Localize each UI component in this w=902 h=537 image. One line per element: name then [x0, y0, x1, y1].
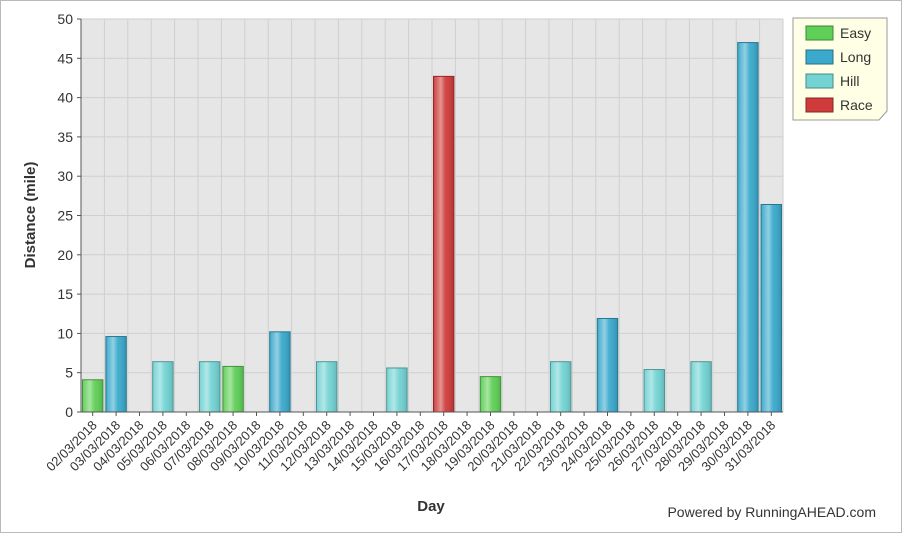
bar-long [760, 203, 782, 413]
bar-hill [152, 361, 174, 413]
legend-label-easy: Easy [840, 25, 871, 41]
bar-hill [690, 361, 712, 413]
bar-hill [550, 361, 572, 413]
bar-hill [316, 361, 338, 413]
gridlines [80, 18, 784, 413]
credit-text: Powered by RunningAHEAD.com [667, 504, 876, 520]
legend-swatch-easy [805, 25, 834, 41]
legend-label-hill: Hill [840, 73, 859, 89]
bar-race [433, 75, 455, 413]
y-tick-label: 5 [65, 365, 73, 381]
y-axis-ticks: 0 5 10 15 20 25 30 35 40 45 50 [57, 11, 81, 420]
bar-easy [222, 365, 244, 413]
bar-long [269, 331, 291, 413]
y-tick-label: 10 [57, 325, 73, 341]
bar-easy [82, 379, 104, 413]
bar-hill [386, 367, 408, 413]
bar-long [737, 42, 759, 413]
legend-label-long: Long [840, 49, 871, 65]
bar-long [596, 317, 619, 413]
y-tick-label: 30 [57, 168, 73, 184]
legend-swatch-long [805, 49, 834, 65]
x-axis-ticks: 02/03/201803/03/201804/03/201805/03/2018… [43, 412, 778, 474]
y-tick-label: 15 [57, 286, 73, 302]
x-axis-title: Day [417, 498, 445, 515]
y-tick-label: 25 [57, 208, 73, 224]
y-axis-title: Distance (mile) [22, 162, 39, 269]
bar-hill [643, 369, 665, 413]
y-tick-label: 50 [57, 11, 73, 27]
y-tick-label: 20 [57, 247, 73, 263]
y-tick-label: 45 [57, 50, 73, 66]
legend-swatch-race [805, 97, 834, 113]
y-tick-label: 40 [57, 90, 73, 106]
bar-series [82, 42, 782, 413]
legend: Easy Long Hill Race [792, 17, 888, 121]
y-tick-label: 35 [57, 129, 73, 145]
bar-easy [479, 376, 502, 413]
legend-swatch-hill [805, 73, 834, 89]
legend-box [792, 17, 888, 121]
y-tick-label: 0 [65, 404, 73, 420]
bar-hill [199, 361, 221, 413]
legend-label-race: Race [840, 97, 873, 113]
bar-long [105, 336, 127, 413]
